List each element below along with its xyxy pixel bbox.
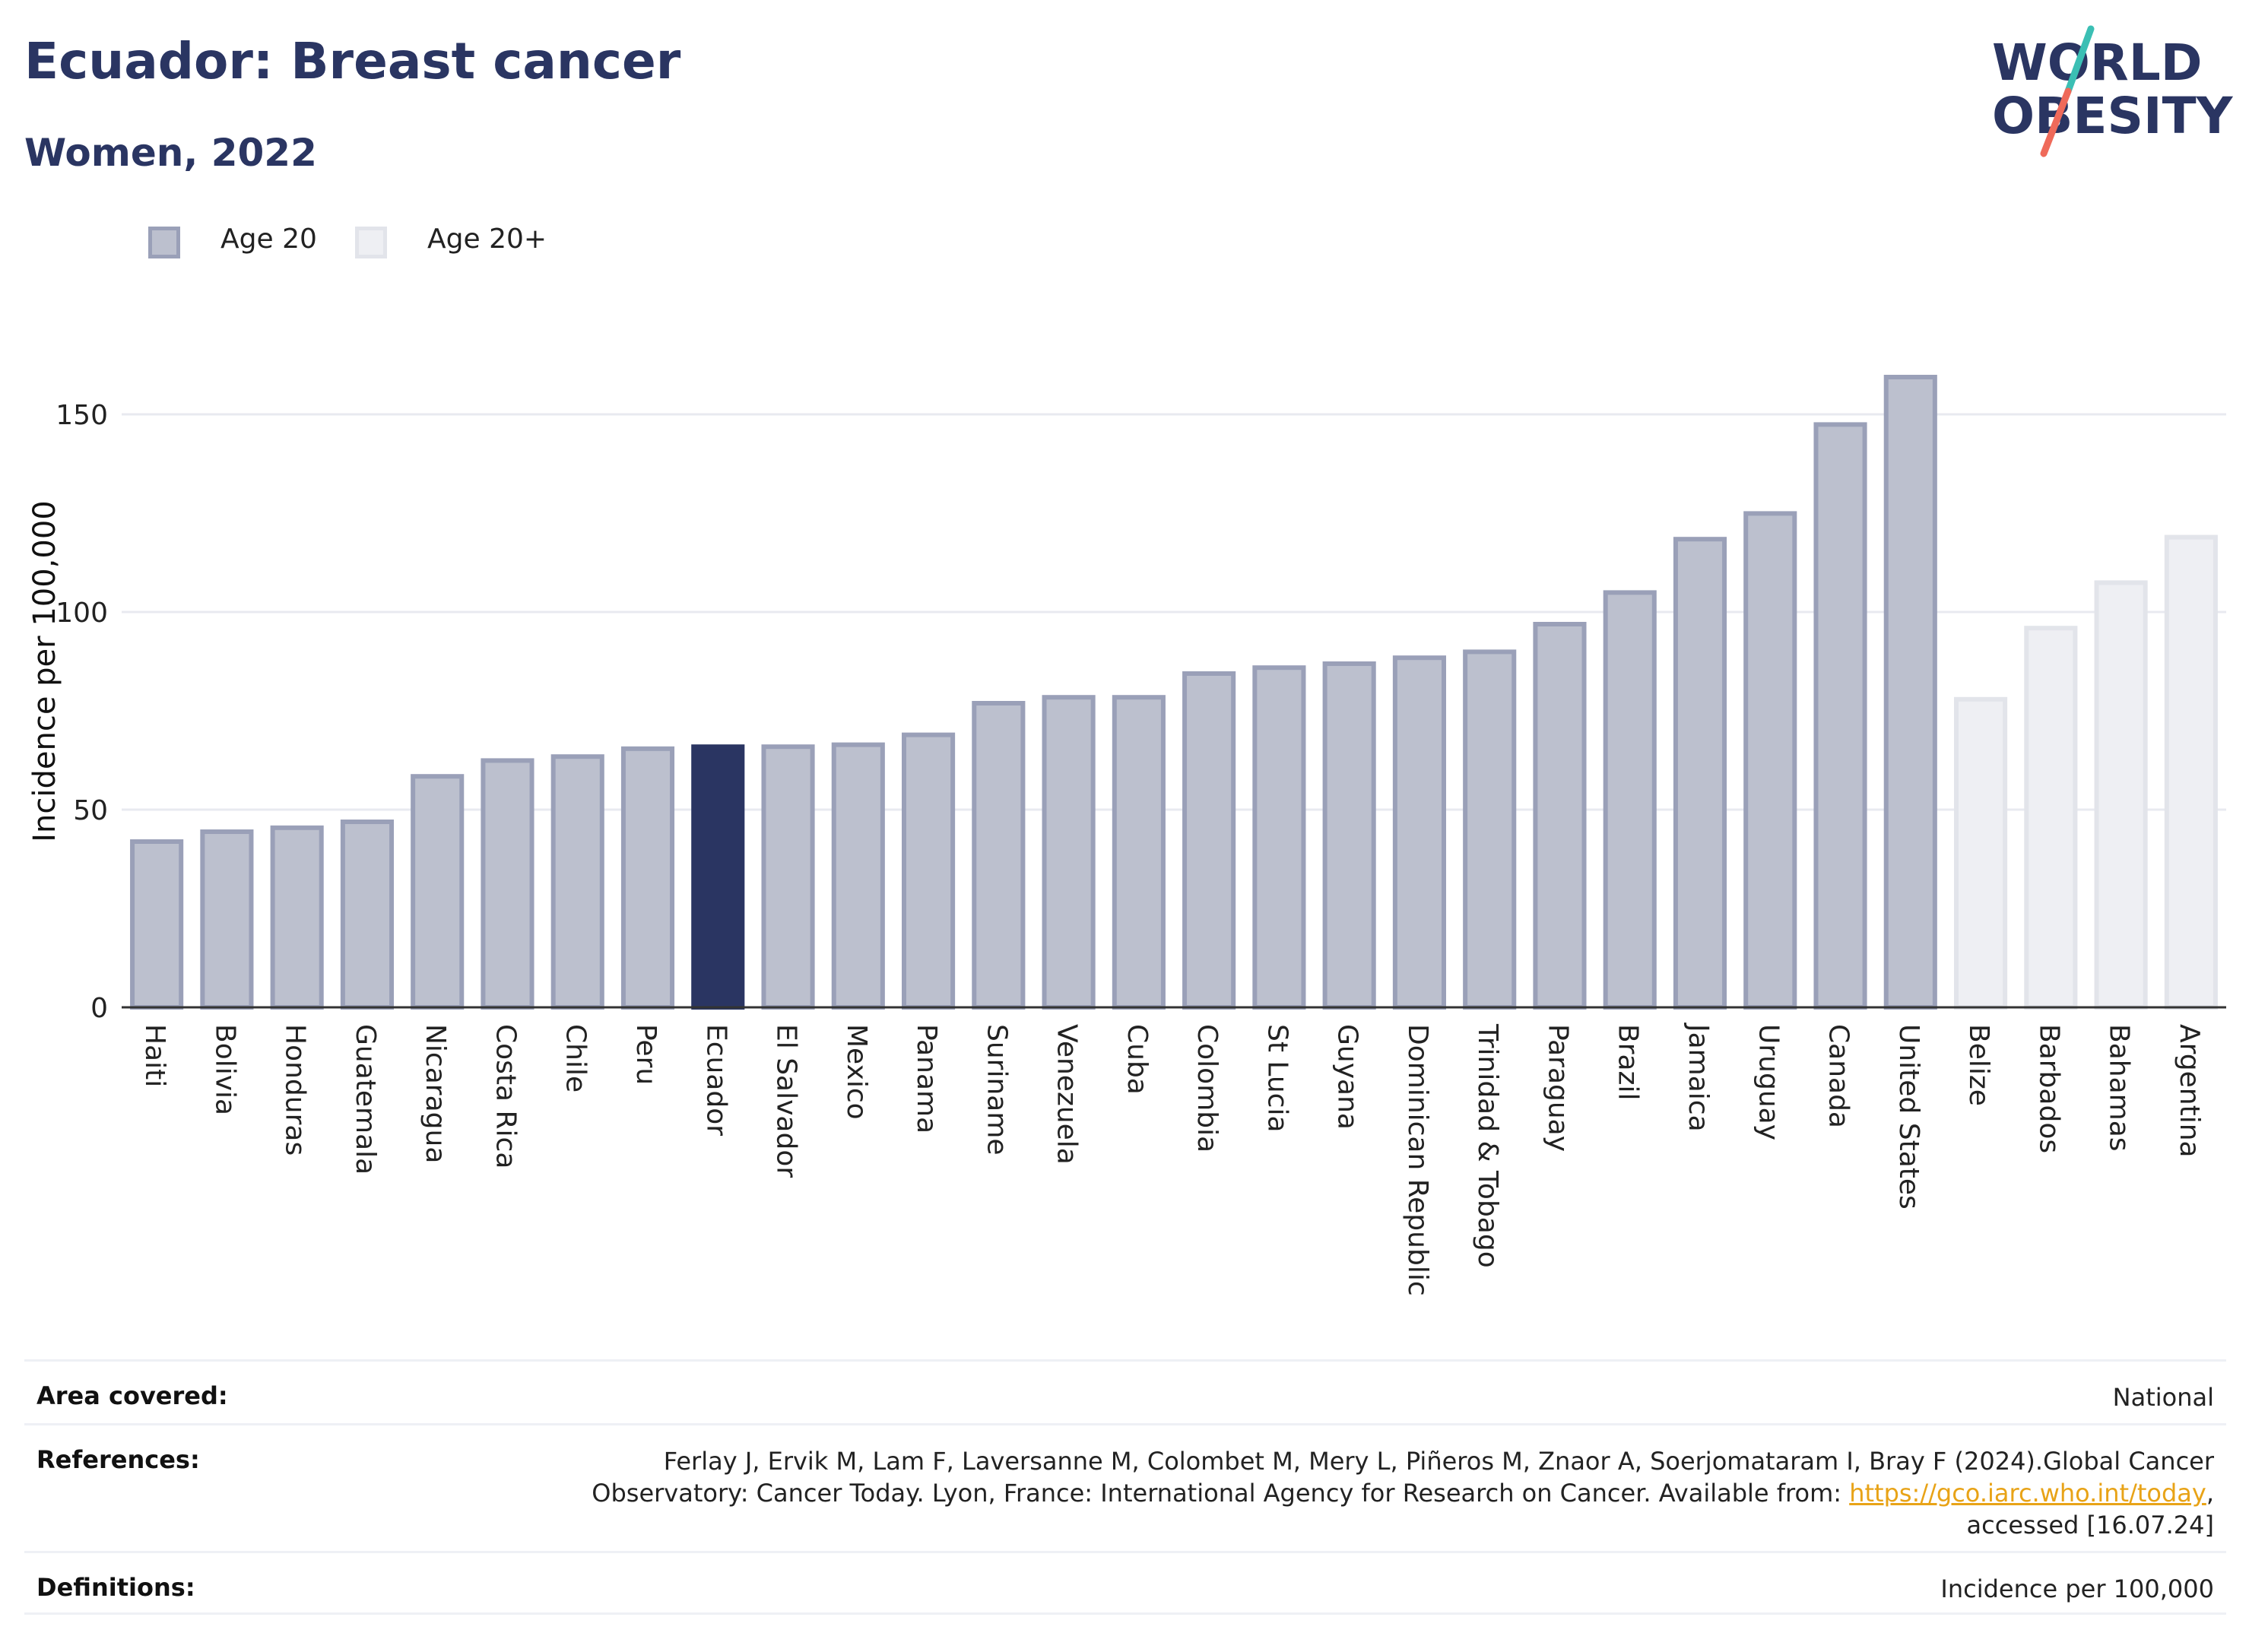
x-tick-label: United States [1893,1024,1924,1210]
bar-chart: 0 50 100 150 Haiti Bolivia Honduras Guatemala N… [27,375,2226,1296]
x-tick-label: Ecuador [700,1024,731,1136]
bar-guatemala [340,820,394,1010]
y-axis-label: Incidence per 100,000 [27,500,62,842]
bar-uruguay [1743,511,1797,1010]
x-tick-label: Colombia [1191,1024,1223,1153]
bar-el-salvador [761,744,815,1010]
y-tick-label: 50 [73,795,108,826]
x-tick-label: Costa Rica [490,1024,521,1168]
x-tick-label: Chile [560,1024,592,1092]
reference-text: Ferlay J, Ervik M, Lam F, Laversanne M, … [592,1447,2214,1508]
x-tick-label: Guatemala [350,1024,381,1175]
bar-venezuela [1042,695,1096,1010]
x-tick-label: Guyana [1332,1024,1363,1130]
info-value-definitions: Incidence per 100,000 [1940,1574,2214,1603]
x-tick-label: Jamaica [1683,1023,1714,1132]
info-label-references: References: [36,1445,200,1474]
logo-slash-teal [2064,25,2095,95]
info-value-area: National [2112,1383,2214,1412]
info-table: Area covered: National References: Ferla… [24,1359,2226,1615]
bar-argentina [2164,534,2218,1010]
x-tick-label: Peru [630,1024,661,1085]
bar-chile [550,754,604,1010]
chart-gridlines [122,413,2226,811]
bar-trinidad-tobago [1463,649,1517,1010]
x-tick-label: Honduras [280,1024,311,1156]
page-title: Ecuador: Breast cancer [24,32,681,90]
logo-slash-coral [2040,87,2072,157]
bar-cuba [1112,695,1166,1010]
logo-line-2: OBESITY [1992,87,2234,145]
info-row-references: References: Ferlay J, Ervik M, Lam F, La… [24,1423,2226,1551]
bar-bahamas [2094,580,2148,1010]
x-tick-label: Argentina [2174,1024,2205,1158]
x-tick-label: Belize [1963,1024,1994,1106]
bar-nicaragua [411,774,465,1010]
x-tick-label: Venezuela [1052,1024,1083,1165]
x-tick-label: Paraguay [1542,1024,1573,1152]
bar-colombia [1182,671,1236,1010]
x-tick-label: Brazil [1613,1024,1644,1100]
info-label-definitions: Definitions: [36,1573,195,1602]
x-tick-label: Suriname [981,1024,1012,1156]
legend-swatch-age20 [148,227,180,258]
x-tick-label: Uruguay [1753,1024,1784,1140]
bar-united-states [1883,375,1937,1010]
info-row-definitions: Definitions: Incidence per 100,000 [24,1551,2226,1615]
y-axis-ticks: 0 50 100 150 [56,400,108,1024]
bar-brazil [1603,590,1657,1010]
logo-line-1: WORLD [1992,33,2203,92]
y-tick-label: 100 [56,598,108,629]
info-label-area: Area covered: [36,1381,228,1410]
chart-bars [130,375,2218,1010]
info-value-references: Ferlay J, Ervik M, Lam F, Laversanne M, … [503,1445,2214,1541]
bar-dominican-republic [1392,655,1446,1010]
x-tick-label: Haiti [139,1024,170,1087]
bar-peru [620,746,675,1010]
bar-ecuador [691,744,745,1010]
bar-guyana [1322,661,1376,1010]
bar-panama [902,732,956,1010]
bar-haiti [130,839,184,1010]
bar-suriname [972,701,1026,1010]
x-axis-ticks: Haiti Bolivia Honduras Guatemala Nicaragua Co… [139,1023,2205,1296]
x-tick-label: Dominican Republic [1402,1024,1433,1296]
bar-barbados [2024,626,2078,1010]
x-tick-label: Bahamas [2104,1024,2135,1152]
world-obesity-logo: WORLD OBESITY [1992,25,2234,157]
x-tick-label: Nicaragua [420,1024,451,1163]
page-subtitle: Women, 2022 [24,131,317,175]
x-tick-label: Bolivia [209,1024,240,1115]
bar-costa-rica [481,758,534,1010]
bar-canada [1813,422,1867,1010]
legend-label-age20plus: Age 20+ [427,224,547,255]
bar-mexico [831,742,885,1010]
x-tick-label: Mexico [841,1024,872,1120]
x-tick-label: Panama [911,1024,942,1134]
bar-jamaica [1673,537,1727,1010]
legend-swatch-age20plus [355,227,387,258]
x-tick-label: Barbados [2033,1024,2064,1153]
info-row-area: Area covered: National [24,1359,2226,1423]
bar-honduras [270,825,324,1010]
x-tick-label: Trinidad & Tobago [1472,1023,1503,1268]
bar-bolivia [200,829,254,1010]
x-tick-label: Cuba [1121,1024,1153,1095]
x-tick-label: El Salvador [771,1024,802,1178]
legend-label-age20: Age 20 [220,224,317,255]
bar-st-lucia [1252,665,1306,1010]
x-tick-label: Canada [1823,1024,1854,1128]
reference-accessed: , accessed [16.07.24] [1966,1479,2214,1539]
x-tick-label: St Lucia [1261,1024,1293,1133]
y-tick-label: 0 [90,993,108,1024]
bar-paraguay [1533,622,1587,1010]
reference-link[interactable]: https://gco.iarc.who.int/today [1849,1479,2206,1508]
bar-belize [1954,696,2008,1010]
y-tick-label: 150 [56,400,108,431]
